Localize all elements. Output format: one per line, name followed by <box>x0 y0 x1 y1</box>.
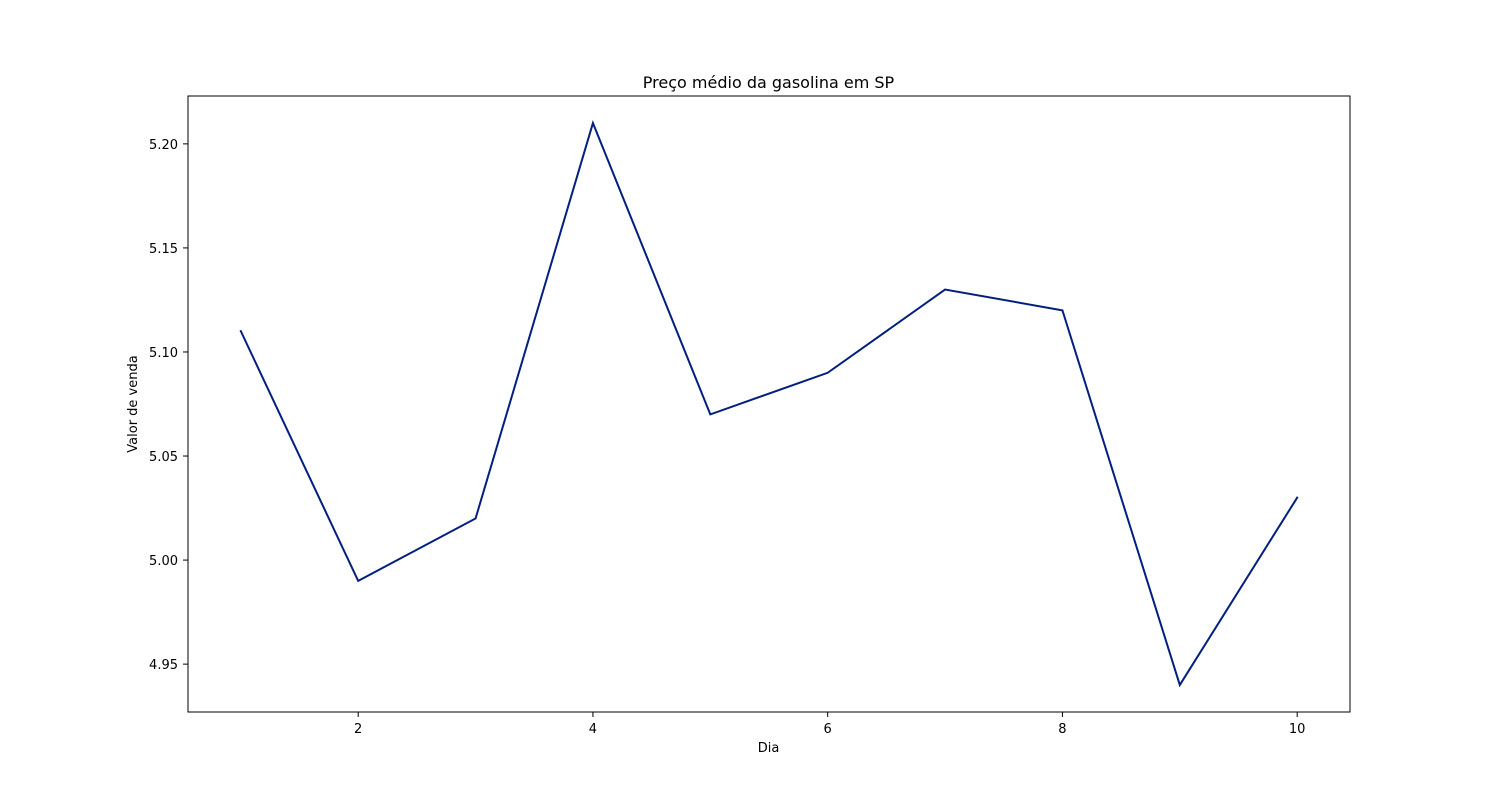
x-axis: 2 4 6 8 10 <box>354 712 1305 737</box>
series-line <box>239 120 1299 688</box>
x-tick-label: 6 <box>824 722 832 737</box>
y-tick-label: 5.00 <box>149 554 178 569</box>
y-tick-label: 5.20 <box>149 138 178 153</box>
y-axis: 4.95 5.00 5.05 5.10 5.15 5.20 <box>149 138 188 673</box>
y-tick-label: 5.05 <box>149 450 178 465</box>
x-tick-label: 10 <box>1289 722 1306 737</box>
x-tick-label: 8 <box>1058 722 1066 737</box>
y-axis-title: Valor de venda <box>126 355 141 452</box>
y-tick-label: 5.15 <box>149 242 178 257</box>
x-tick-label: 4 <box>589 722 597 737</box>
x-tick-label: 2 <box>354 722 362 737</box>
chart-title: Preço médio da gasolina em SP <box>643 73 895 92</box>
y-tick-label: 4.95 <box>149 658 178 673</box>
x-axis-title: Dia <box>758 741 780 756</box>
series-layer <box>239 120 1299 688</box>
y-tick-label: 5.10 <box>149 346 178 361</box>
plot-area-frame <box>187 95 1351 713</box>
